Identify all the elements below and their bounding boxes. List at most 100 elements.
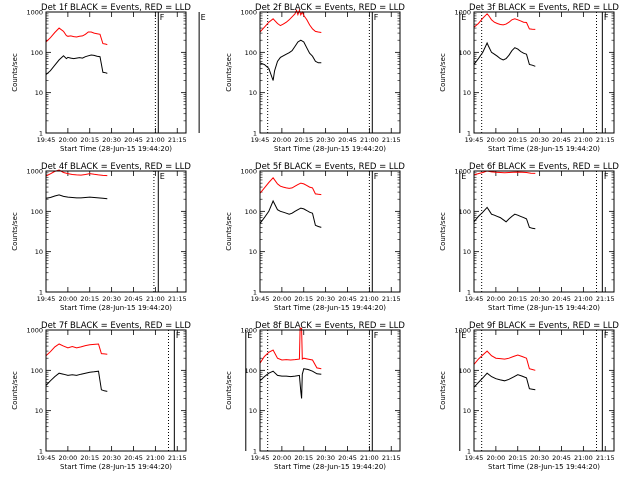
- det-9-events-line: [473, 372, 536, 391]
- det-6-frame: [473, 170, 615, 293]
- det-4-xtick-label: 20:15: [80, 295, 99, 303]
- det-1-ytick-label: 1000: [26, 9, 43, 17]
- det-7-panel: Det 7f BLACK = Events, RED = LLD Counts/s…: [11, 321, 269, 471]
- det-1-xtick-label: 19:45: [37, 136, 56, 144]
- det-6-ytick-label: 10: [463, 248, 471, 256]
- det-8-ytick-label: 1000: [240, 327, 257, 335]
- det-5-ylabel: Counts/sec: [225, 212, 233, 251]
- det-5-xlabel: Start Time (28-Jun-15 19:44:20): [274, 304, 386, 312]
- det-6-marker-label: F: [604, 172, 609, 181]
- det-9-xtick-label: 20:45: [552, 454, 571, 462]
- det-4-panel: Det 4f BLACK = Events, RED = LLD Counts/s…: [11, 162, 191, 312]
- det-3-xtick-label: 21:15: [596, 136, 615, 144]
- det-5-xtick-label: 20:30: [316, 295, 335, 303]
- det-7-xlabel: Start Time (28-Jun-15 19:44:20): [60, 463, 172, 471]
- det-6-xtick-label: 20:00: [487, 295, 506, 303]
- det-4-xtick-label: 20:30: [102, 295, 121, 303]
- det-8-frame: [259, 329, 401, 452]
- det-6-events-line: [473, 206, 536, 230]
- det-4-ytick-label: 10: [35, 248, 43, 256]
- det-7-ytick-label: 10: [35, 407, 43, 415]
- det-2-marker-label: E: [461, 13, 466, 22]
- det-1-xtick-label: 21:00: [146, 136, 165, 144]
- det-4-xlabel: Start Time (28-Jun-15 19:44:20): [60, 304, 172, 312]
- det-8-xtick-label: 20:00: [273, 454, 292, 462]
- det-1-ytick-label: 1: [39, 130, 43, 138]
- det-6-ytick-label: 100: [459, 208, 471, 216]
- det-7-marker-label: F: [176, 331, 181, 340]
- det-5-ytick-label: 100: [245, 208, 257, 216]
- det-7-xtick-label: 19:45: [37, 454, 56, 462]
- det-7-xtick-label: 21:15: [168, 454, 187, 462]
- det-6-xtick-label: 21:15: [596, 295, 615, 303]
- det-2-frame: [259, 11, 401, 134]
- det-9-ytick-label: 1: [467, 448, 471, 456]
- det-8-ytick-label: 10: [249, 407, 257, 415]
- det-3-marker-label: F: [604, 13, 609, 22]
- det-8-lld-line: [259, 327, 322, 370]
- det-1-ytick-label: 10: [35, 89, 43, 97]
- det-9-ytick-label: 10: [463, 407, 471, 415]
- det-5-marker-label: F: [374, 172, 379, 181]
- det-7-xtick-label: 20:15: [80, 454, 99, 462]
- det-9-lld-line: [473, 350, 536, 371]
- det-7-ytick-label: 100: [31, 367, 43, 375]
- det-6-ytick-label: 1000: [454, 168, 471, 176]
- det-5-xtick-label: 20:00: [273, 295, 292, 303]
- det-2-xtick-label: 21:15: [382, 136, 401, 144]
- det-9-xlabel: Start Time (28-Jun-15 19:44:20): [488, 463, 600, 471]
- det-2-ytick-label: 1000: [240, 9, 257, 17]
- det-4-xtick-label: 19:45: [37, 295, 56, 303]
- det-9-ytick-label: 1000: [454, 327, 471, 335]
- det-1-ytick-label: 100: [31, 49, 43, 57]
- det-7-xtick-label: 21:00: [146, 454, 165, 462]
- det-9-xtick-label: 20:15: [508, 454, 527, 462]
- det-8-panel: Det 8f BLACK = Events, RED = LLD Counts/s…: [225, 321, 483, 471]
- det-3-xtick-label: 20:45: [552, 136, 571, 144]
- det-1-events-line: [45, 54, 108, 75]
- det-4-events-line: [45, 194, 108, 200]
- det-3-title: Det 3f BLACK = Events, RED = LLD: [469, 3, 619, 13]
- det-3-ylabel: Counts/sec: [439, 53, 447, 92]
- det-7-title: Det 7f BLACK = Events, RED = LLD: [41, 321, 191, 331]
- det-2-events-line: [259, 39, 322, 81]
- det-1-title: Det 1f BLACK = Events, RED = LLD: [41, 3, 191, 13]
- det-3-xtick-label: 20:30: [530, 136, 549, 144]
- det-3-xtick-label: 20:00: [487, 136, 506, 144]
- det-6-lld-line: [473, 170, 536, 176]
- det-6-ylabel: Counts/sec: [439, 212, 447, 251]
- det-8-xtick-label: 19:45: [251, 454, 270, 462]
- det-8-xtick-label: 21:00: [360, 454, 379, 462]
- det-2-xtick-label: 21:00: [360, 136, 379, 144]
- det-2-marker-label: F: [374, 13, 379, 22]
- det-5-panel: Det 5f BLACK = Events, RED = LLD Counts/s…: [225, 162, 483, 312]
- det-3-xtick-label: 20:15: [508, 136, 527, 144]
- det-2-xlabel: Start Time (28-Jun-15 19:44:20): [274, 145, 386, 153]
- det-8-marker-label: F: [374, 331, 379, 340]
- det-3-xlabel: Start Time (28-Jun-15 19:44:20): [488, 145, 600, 153]
- det-5-xtick-label: 20:45: [338, 295, 357, 303]
- det-6-xtick-label: 21:00: [574, 295, 593, 303]
- det-4-xtick-label: 21:00: [146, 295, 165, 303]
- det-9-xtick-label: 21:15: [596, 454, 615, 462]
- det-5-ytick-label: 1: [253, 289, 257, 297]
- det-9-ytick-label: 100: [459, 367, 471, 375]
- det-4-marker-label: E: [160, 172, 165, 181]
- det-1-panel: Det 1f BLACK = Events, RED = LLD Counts/s…: [11, 3, 269, 153]
- det-6-xtick-label: 19:45: [465, 295, 484, 303]
- det-6-xtick-label: 20:30: [530, 295, 549, 303]
- det-2-ylabel: Counts/sec: [225, 53, 233, 92]
- det-4-xtick-label: 20:45: [124, 295, 143, 303]
- det-5-ytick-label: 10: [249, 248, 257, 256]
- det-6-ytick-label: 1: [467, 289, 471, 297]
- det-4-ytick-label: 100: [31, 208, 43, 216]
- det-8-ytick-label: 100: [245, 367, 257, 375]
- det-2-xtick-label: 20:30: [316, 136, 335, 144]
- det-8-xtick-label: 21:15: [382, 454, 401, 462]
- det-1-frame: [45, 11, 187, 134]
- det-7-ylabel: Counts/sec: [11, 371, 19, 410]
- det-7-marker-label: E: [247, 331, 252, 340]
- det-2-ytick-label: 1: [253, 130, 257, 138]
- det-6-xlabel: Start Time (28-Jun-15 19:44:20): [488, 304, 600, 312]
